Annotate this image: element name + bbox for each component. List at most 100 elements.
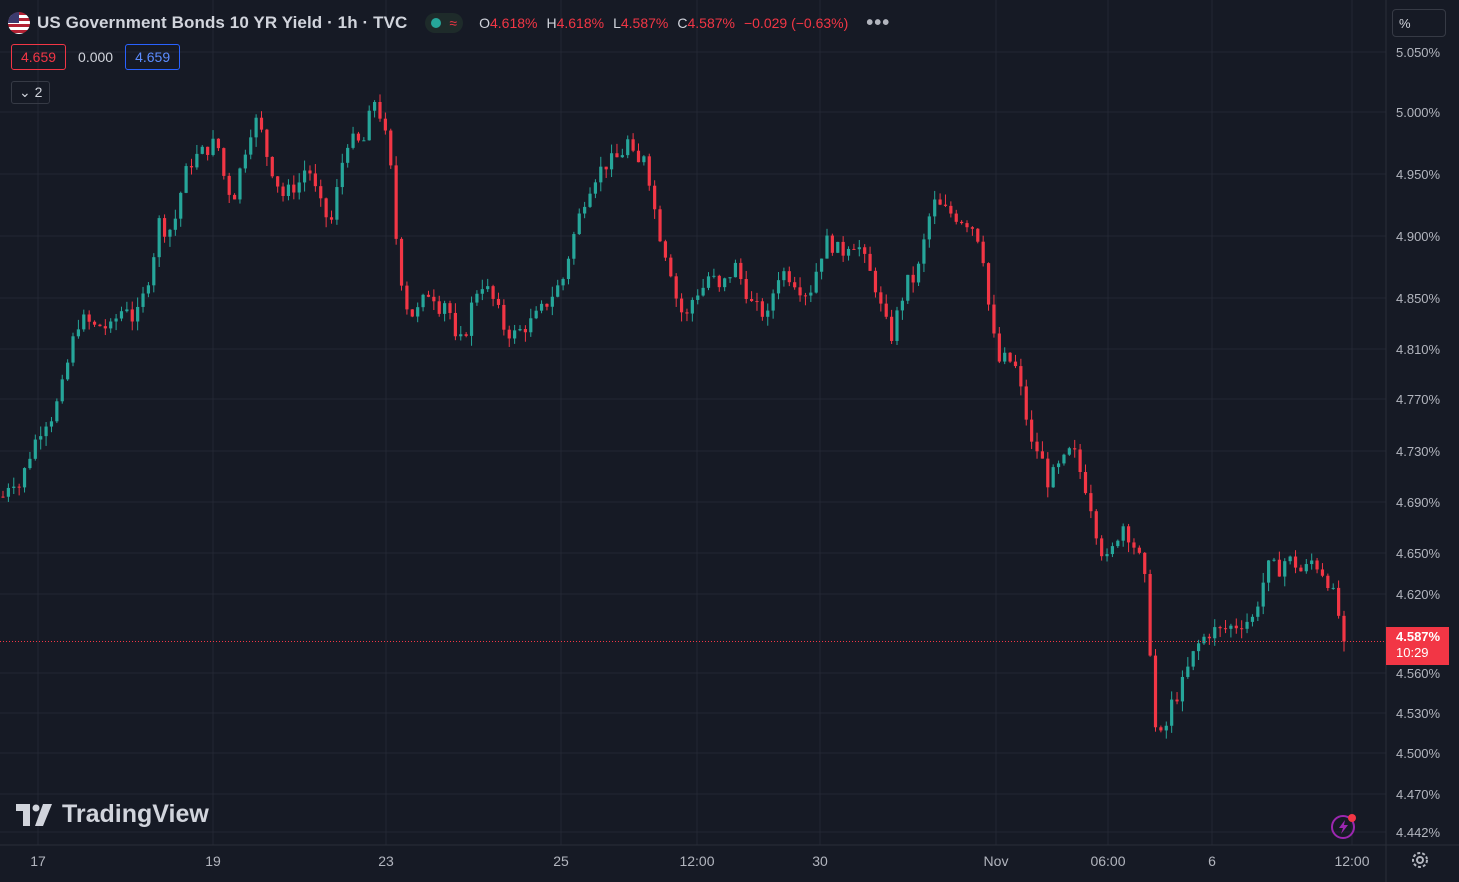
y-tick-label: 5.000% <box>1396 105 1441 120</box>
us-flag-icon <box>8 12 30 34</box>
candle-body <box>1 496 5 498</box>
x-tick-label: 12:00 <box>679 853 714 869</box>
candle-body <box>798 287 802 296</box>
y-tick-label: 4.500% <box>1396 746 1441 761</box>
ohlc-close-value: 4.587% <box>687 15 735 31</box>
candle-body <box>513 330 517 339</box>
candle-body <box>1143 552 1147 574</box>
buy-price-button[interactable]: 4.659 <box>125 44 181 70</box>
candle-body <box>857 247 861 250</box>
candle-body <box>712 275 716 277</box>
candle-body <box>109 321 113 329</box>
candle-body <box>873 270 878 293</box>
candle-body <box>674 276 678 299</box>
candle-body <box>922 239 926 264</box>
ohlc-change-value: −0.029 (−0.63%) <box>743 15 849 31</box>
candle-body <box>696 295 700 300</box>
candle-body <box>830 235 834 253</box>
candle-body <box>1240 628 1244 630</box>
market-open-dot-icon <box>431 18 442 28</box>
candle-body <box>604 166 608 170</box>
candle-body <box>1008 352 1012 362</box>
candle-body <box>518 329 522 331</box>
candle-body <box>1283 561 1287 577</box>
candle-body <box>1094 511 1098 539</box>
candle-body <box>1083 472 1088 494</box>
candle-body <box>760 301 764 317</box>
candle-body <box>249 137 253 155</box>
candle-body <box>22 468 27 488</box>
candle-body <box>394 165 398 239</box>
market-status-badge[interactable]: ≈ <box>425 13 464 33</box>
candle-body <box>469 302 474 336</box>
indicators-collapse-button[interactable]: ⌄ 2 <box>11 81 51 104</box>
candle-body <box>782 271 786 281</box>
candle-body <box>631 139 635 151</box>
symbol-legend[interactable]: US Government Bonds 10 YR Yield · 1h · T… <box>8 10 890 36</box>
candle-body <box>324 198 328 218</box>
sell-price-button[interactable]: 4.659 <box>11 44 67 70</box>
last-price-label: 4.587% 10:29 <box>1386 627 1449 665</box>
candle-body <box>232 194 237 200</box>
candle-body <box>755 301 759 303</box>
y-tick-label: 4.730% <box>1396 444 1441 459</box>
candle-body <box>642 156 646 163</box>
candle-body <box>453 312 457 337</box>
y-tick-label: 4.560% <box>1396 666 1441 681</box>
scale-mode-button[interactable]: % <box>1392 9 1446 37</box>
y-tick-label: 4.770% <box>1396 392 1441 407</box>
candle-body <box>1056 463 1061 468</box>
ohlc-low-key: L <box>613 15 621 31</box>
y-tick-label: 4.620% <box>1396 587 1441 602</box>
candle-body <box>809 292 813 296</box>
x-tick-label: 23 <box>378 853 394 869</box>
candle-body <box>776 280 781 294</box>
candle-body <box>507 329 511 339</box>
candle-body <box>222 148 226 176</box>
ohlc-high-key: H <box>546 15 557 31</box>
more-options-icon[interactable]: ••• <box>866 11 891 34</box>
settings-gear-icon[interactable] <box>1409 849 1431 871</box>
candle-body <box>173 218 177 230</box>
chevron-down-icon: ⌄ <box>19 84 31 100</box>
candle-body <box>1267 560 1271 583</box>
candle-body <box>162 218 167 237</box>
candle-body <box>211 138 215 155</box>
x-tick-label: Nov <box>984 853 1009 869</box>
candle-body <box>459 334 463 337</box>
candle-body <box>825 235 829 259</box>
candle-body <box>1164 725 1168 731</box>
candle-body <box>588 193 592 207</box>
candle-body <box>367 110 371 141</box>
candle-body <box>1229 625 1233 629</box>
candle-body <box>297 182 301 193</box>
candle-body <box>136 306 140 322</box>
candle-body <box>389 130 393 166</box>
candle-body <box>1191 651 1195 667</box>
candle-body <box>1035 441 1039 452</box>
spread-value: 0.000 <box>78 49 114 65</box>
candle-body <box>44 426 48 437</box>
candle-body <box>55 401 59 422</box>
candle-body <box>1304 564 1308 572</box>
candle-body <box>620 155 624 158</box>
candle-body <box>868 253 872 271</box>
logo-text: TradingView <box>62 800 209 828</box>
candle-body <box>383 118 387 131</box>
y-tick-label: 4.810% <box>1396 342 1441 357</box>
y-tick-label: 5.050% <box>1396 45 1441 60</box>
candle-body <box>1121 526 1125 541</box>
tradingview-logo[interactable]: TradingView <box>16 800 209 829</box>
symbol-title[interactable]: US Government Bonds 10 YR Yield · 1h · T… <box>37 13 408 32</box>
candle-body <box>206 146 210 155</box>
candle-body <box>141 293 145 307</box>
candle-body <box>1277 559 1281 577</box>
candle-body <box>933 199 937 217</box>
candle-body <box>658 209 662 242</box>
candle-body <box>943 204 948 206</box>
candle-body <box>292 184 296 193</box>
lightning-icon[interactable] <box>1330 812 1358 840</box>
candle-body <box>1207 636 1211 639</box>
candle-body <box>66 362 70 380</box>
